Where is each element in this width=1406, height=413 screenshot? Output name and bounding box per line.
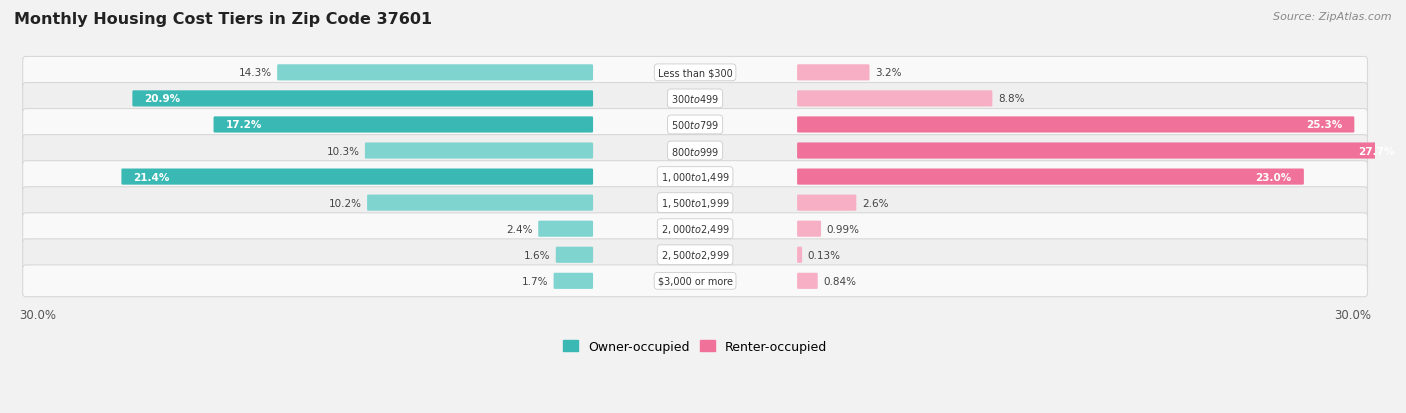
FancyBboxPatch shape xyxy=(121,169,593,185)
Text: 10.3%: 10.3% xyxy=(326,146,360,156)
FancyBboxPatch shape xyxy=(797,117,1354,133)
FancyBboxPatch shape xyxy=(22,135,1368,167)
FancyBboxPatch shape xyxy=(797,91,993,107)
FancyBboxPatch shape xyxy=(22,239,1368,271)
FancyBboxPatch shape xyxy=(797,65,869,81)
Text: 14.3%: 14.3% xyxy=(239,68,271,78)
Legend: Owner-occupied, Renter-occupied: Owner-occupied, Renter-occupied xyxy=(558,335,832,358)
FancyBboxPatch shape xyxy=(797,273,818,289)
FancyBboxPatch shape xyxy=(22,83,1368,115)
FancyBboxPatch shape xyxy=(214,117,593,133)
FancyBboxPatch shape xyxy=(22,161,1368,193)
Text: 10.2%: 10.2% xyxy=(329,198,361,208)
Text: 1.7%: 1.7% xyxy=(522,276,548,286)
Text: 21.4%: 21.4% xyxy=(134,172,170,182)
FancyBboxPatch shape xyxy=(797,221,821,237)
Text: $1,500 to $1,999: $1,500 to $1,999 xyxy=(661,197,730,210)
FancyBboxPatch shape xyxy=(797,195,856,211)
Text: Less than $300: Less than $300 xyxy=(658,68,733,78)
Text: 2.6%: 2.6% xyxy=(862,198,889,208)
FancyBboxPatch shape xyxy=(22,57,1368,89)
FancyBboxPatch shape xyxy=(538,221,593,237)
FancyBboxPatch shape xyxy=(22,187,1368,219)
Text: $2,500 to $2,999: $2,500 to $2,999 xyxy=(661,249,730,261)
Text: $3,000 or more: $3,000 or more xyxy=(658,276,733,286)
Text: 0.84%: 0.84% xyxy=(823,276,856,286)
Text: Source: ZipAtlas.com: Source: ZipAtlas.com xyxy=(1274,12,1392,22)
FancyBboxPatch shape xyxy=(132,91,593,107)
Text: 0.13%: 0.13% xyxy=(807,250,841,260)
Text: 2.4%: 2.4% xyxy=(506,224,533,234)
Text: 30.0%: 30.0% xyxy=(20,309,56,321)
Text: 23.0%: 23.0% xyxy=(1256,172,1292,182)
FancyBboxPatch shape xyxy=(22,213,1368,245)
Text: 25.3%: 25.3% xyxy=(1306,120,1343,130)
Text: 0.99%: 0.99% xyxy=(827,224,859,234)
Text: $800 to $999: $800 to $999 xyxy=(671,145,720,157)
FancyBboxPatch shape xyxy=(277,65,593,81)
Text: 17.2%: 17.2% xyxy=(225,120,262,130)
FancyBboxPatch shape xyxy=(367,195,593,211)
Text: $1,000 to $1,499: $1,000 to $1,499 xyxy=(661,171,730,184)
FancyBboxPatch shape xyxy=(797,247,803,263)
FancyBboxPatch shape xyxy=(555,247,593,263)
Text: Monthly Housing Cost Tiers in Zip Code 37601: Monthly Housing Cost Tiers in Zip Code 3… xyxy=(14,12,432,27)
Text: 20.9%: 20.9% xyxy=(145,94,180,104)
FancyBboxPatch shape xyxy=(22,109,1368,141)
Text: $500 to $799: $500 to $799 xyxy=(671,119,720,131)
Text: $300 to $499: $300 to $499 xyxy=(671,93,720,105)
Text: 27.7%: 27.7% xyxy=(1358,146,1395,156)
FancyBboxPatch shape xyxy=(366,143,593,159)
Text: $2,000 to $2,499: $2,000 to $2,499 xyxy=(661,223,730,236)
FancyBboxPatch shape xyxy=(797,143,1406,159)
Text: 30.0%: 30.0% xyxy=(1334,309,1371,321)
FancyBboxPatch shape xyxy=(797,169,1303,185)
FancyBboxPatch shape xyxy=(554,273,593,289)
Text: 8.8%: 8.8% xyxy=(998,94,1025,104)
FancyBboxPatch shape xyxy=(22,265,1368,297)
Text: 3.2%: 3.2% xyxy=(875,68,901,78)
Text: 1.6%: 1.6% xyxy=(524,250,550,260)
